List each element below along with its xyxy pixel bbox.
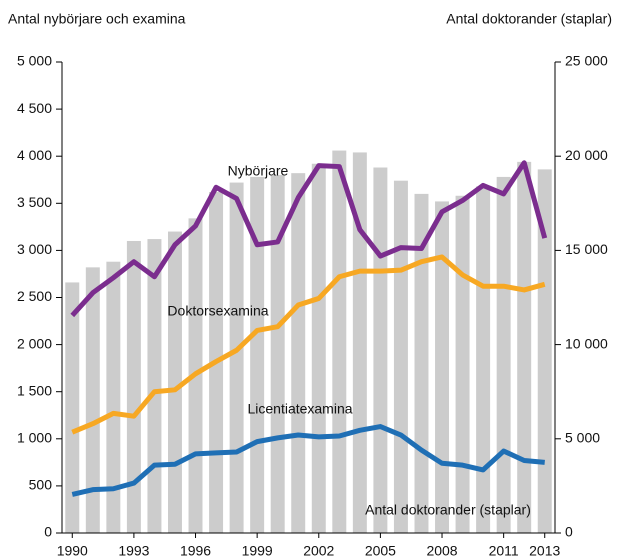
line <box>70 160 548 318</box>
bar <box>373 167 388 533</box>
bar <box>147 239 162 533</box>
y-tick-label: 2 000 <box>17 335 52 351</box>
x-tick-label: 2011 <box>489 543 519 558</box>
bar <box>229 182 244 534</box>
series-label: Nybörjare <box>228 163 289 179</box>
bar <box>311 163 326 533</box>
series-label: Doktorsexamina <box>167 303 268 319</box>
y-tick-label: 3 000 <box>17 241 52 257</box>
y2-tick-label: 20 000 <box>565 147 608 163</box>
y2-tick-label: 0 <box>565 524 573 540</box>
bar <box>393 180 408 533</box>
bar <box>167 231 182 533</box>
series-label: Licentiatexamina <box>247 401 352 417</box>
bar <box>85 267 100 533</box>
y-axis-title: Antal nybörjare och examina <box>8 11 186 27</box>
bar <box>435 201 450 533</box>
bar <box>291 173 306 533</box>
y-tick-label: 3 500 <box>17 194 52 210</box>
bar <box>496 176 511 533</box>
y2-tick-label: 15 000 <box>565 241 608 257</box>
y-tick-label: 2 500 <box>17 288 52 304</box>
y-tick-label: 1 500 <box>17 382 52 398</box>
y2-tick-label: 10 000 <box>565 335 608 351</box>
line <box>71 254 546 435</box>
y-tick-label: 1 000 <box>17 430 52 446</box>
y-tick-label: 0 <box>44 524 52 540</box>
bar <box>65 282 80 533</box>
y-tick-label: 4 500 <box>17 100 52 116</box>
x-tick-label: 2013 <box>529 543 560 558</box>
line <box>71 424 545 497</box>
bar <box>455 195 470 533</box>
bar <box>537 169 552 533</box>
y-tick-label: 4 000 <box>17 147 52 163</box>
y2-axis-title: Antal doktorander (staplar) <box>446 11 612 27</box>
x-tick-label: 2008 <box>426 543 457 558</box>
x-tick-label: 1996 <box>180 543 211 558</box>
series-label: Antal doktorander (staplar) <box>365 502 531 518</box>
y-tick-label: 500 <box>29 477 53 493</box>
y2-tick-label: 5 000 <box>565 430 600 446</box>
bar <box>476 186 491 533</box>
bar <box>106 261 121 533</box>
bar <box>126 240 141 534</box>
bar <box>352 152 367 533</box>
x-tick-label: 1993 <box>118 543 149 558</box>
x-tick-label: 1990 <box>57 543 88 558</box>
x-tick-label: 2005 <box>365 543 396 558</box>
x-tick-label: 1999 <box>242 543 273 558</box>
bar <box>332 150 347 533</box>
y2-tick-label: 25 000 <box>565 53 608 69</box>
x-tick-label: 2002 <box>303 543 334 558</box>
y-tick-label: 5 000 <box>17 53 52 69</box>
bar <box>517 161 532 534</box>
bar <box>270 175 285 534</box>
